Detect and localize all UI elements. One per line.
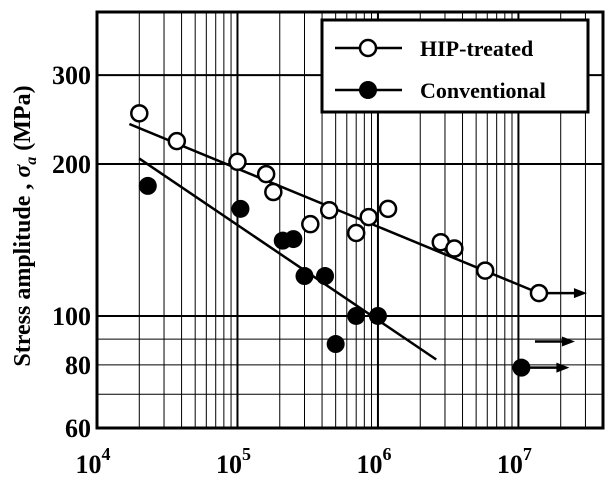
plot-frame [95,10,605,430]
y-tick-label: 100 [52,302,91,331]
point-conventional [347,306,366,325]
point-hip-treated [130,104,149,123]
point-conventional [295,267,314,286]
y-tick-label: 200 [52,150,91,179]
y-tick-labels: 60 80 100 200 300 [52,61,91,443]
legend-marker-hip [358,38,378,58]
point-hip-treated [319,200,339,220]
point-conventional [368,306,387,325]
point-hip-treated [475,261,495,280]
point-hip-treated [256,164,276,184]
point-conventional [326,335,345,354]
point-conventional [316,267,335,286]
y-axis-label: Stress amplitude , σa (MPa) [10,85,40,366]
y-tick-label: 80 [65,351,91,380]
point-hip-treated [445,239,464,258]
point-hip-treated [167,131,187,151]
point-hip-treated [264,182,283,202]
point-conventional [284,230,303,249]
x-tick-labels: 104 105 106 107 [76,444,532,479]
y-axis-label-symbol: σ [10,164,36,178]
y-axis-label-main: Stress amplitude , [10,178,36,367]
point-conventional [138,176,157,195]
point-hip-treated [378,199,398,219]
fit-lines [128,122,540,361]
y-tick-label: 300 [52,61,91,90]
legend: HIP-treated Conventional [320,18,590,114]
point-hip-treated [346,223,366,243]
y-tick-label: 60 [65,414,91,443]
x-tick-label: 107 [497,444,532,479]
legend-marker-conventional [359,81,377,99]
x-tick-label: 105 [216,444,251,479]
point-hip-treated [529,283,549,303]
runout-arrowhead [556,362,570,373]
y-axis-label-unit: (MPa) [10,85,36,156]
y-axis-label-subscript: a [23,157,40,165]
point-hip-treated [359,207,378,227]
runout-arrows [529,288,587,373]
point-conventional [231,199,250,218]
x-tick-label: 104 [76,444,111,479]
x-tick-label: 106 [356,444,391,479]
runout-arrowhead [561,336,575,347]
fit-line-conventional [138,157,437,361]
runout-arrowhead [573,288,587,299]
point-hip-treated [228,152,247,172]
data-points [130,104,549,377]
point-hip-treated [301,214,320,234]
legend-label-conventional: Conventional [420,78,546,103]
legend-label-hip: HIP-treated [420,36,533,61]
point-conventional [512,358,531,377]
